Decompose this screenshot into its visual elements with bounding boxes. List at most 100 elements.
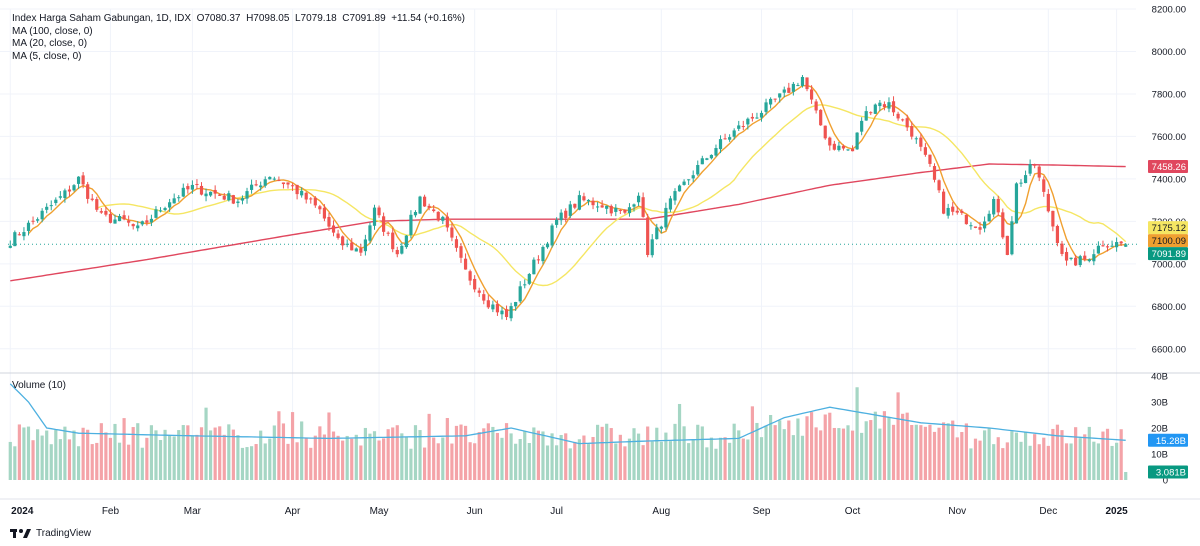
volume-bar: [668, 441, 673, 480]
volume-bar: [504, 423, 509, 480]
volume-bar: [741, 438, 745, 480]
ma20-price-tag: 7175.12: [1152, 223, 1186, 234]
candle-body: [896, 113, 900, 119]
candle-body: [177, 197, 181, 199]
volume-bar: [586, 444, 591, 480]
volume-bar: [391, 427, 395, 480]
candle-body: [81, 175, 85, 185]
candle-body: [445, 216, 449, 228]
volume-bar: [486, 423, 490, 480]
volume-bar: [609, 428, 613, 480]
legend-ma5[interactable]: MA (5, close, 0): [12, 50, 82, 62]
volume-bar: [923, 426, 927, 480]
volume-bar: [327, 412, 331, 480]
candle-body: [76, 176, 81, 184]
volume-bar: [632, 428, 636, 480]
volume-bar: [718, 437, 723, 480]
tradingview-brand[interactable]: TradingView: [10, 527, 91, 539]
candle-body: [149, 218, 154, 223]
volume-bar: [882, 411, 887, 480]
candle-body: [755, 117, 759, 119]
volume-bar: [514, 443, 518, 480]
legend-volume[interactable]: Volume (10): [12, 380, 66, 391]
candle-body: [86, 184, 90, 199]
candle-body: [809, 89, 814, 100]
volume-bar: [828, 412, 832, 480]
candle-body: [969, 225, 973, 227]
candle-body: [372, 207, 377, 226]
volume-bar: [181, 425, 185, 480]
candle-body: [750, 116, 754, 119]
candle-body: [696, 164, 700, 175]
volume-bar: [782, 429, 786, 480]
volume-bar: [54, 429, 58, 480]
candle-body: [873, 104, 877, 114]
candle-body: [514, 301, 518, 307]
volume-bar: [823, 414, 827, 480]
candle-body: [605, 205, 609, 209]
volume-bar: [682, 426, 686, 480]
candle-body: [778, 93, 782, 98]
volume-bar: [809, 412, 814, 480]
candle-body: [796, 85, 800, 87]
volume-bar: [209, 430, 213, 480]
volume-bar: [158, 439, 163, 480]
candle-body: [982, 221, 987, 229]
volume-bar: [491, 426, 495, 480]
volume-bar: [127, 444, 131, 480]
candle-body: [8, 245, 12, 248]
volume-bar: [1064, 443, 1069, 480]
candle-body: [923, 147, 927, 155]
candle-body: [482, 294, 486, 301]
candle-body: [368, 225, 372, 241]
candle-body: [550, 225, 554, 246]
candle-body: [154, 209, 158, 218]
candle-body: [878, 102, 882, 107]
volume-bar: [832, 427, 836, 480]
volume-bar: [195, 434, 199, 480]
time-tick-label: Jun: [467, 506, 483, 517]
candle-body: [641, 197, 645, 217]
legend-ma20[interactable]: MA (20, close, 0): [12, 38, 88, 49]
volume-bar: [309, 447, 313, 480]
volume-bar: [145, 437, 149, 480]
ma20-line: [96, 104, 1127, 287]
candle-body: [204, 193, 208, 197]
time-tick-label: Nov: [948, 506, 966, 517]
candle-body: [600, 205, 604, 208]
price-tick-label: 7400.00: [1152, 174, 1186, 185]
volume-bar: [518, 439, 522, 480]
candle-body: [677, 185, 682, 192]
ma100-price-tag: 7458.26: [1152, 162, 1186, 173]
volume-bar: [395, 425, 399, 480]
volume-bar: [254, 444, 258, 480]
volume-bar: [1096, 443, 1100, 480]
candle-body: [195, 183, 199, 185]
volume-bar: [655, 427, 659, 480]
volume-ma-line: [9, 383, 1126, 445]
volume-bar: [213, 427, 217, 480]
candle-body: [1105, 246, 1110, 248]
volume-bar: [919, 425, 923, 480]
volume-bar: [659, 441, 663, 480]
candlestick-series: [8, 75, 1128, 322]
candle-body: [709, 154, 714, 159]
candle-body: [58, 196, 62, 198]
candle-body: [1092, 254, 1096, 262]
candle-body: [404, 235, 408, 248]
candle-body: [891, 101, 896, 113]
volume-bar: [982, 430, 987, 480]
candle-body: [504, 309, 509, 318]
volume-bar: [869, 420, 873, 480]
candle-body: [172, 198, 176, 204]
candle-body: [259, 185, 263, 188]
volume-bar: [759, 437, 764, 480]
candle-body: [992, 199, 996, 215]
candle-body: [910, 126, 914, 137]
legend-ma100[interactable]: MA (100, close, 0): [12, 25, 93, 37]
candle-body: [787, 87, 791, 93]
candle-body: [263, 179, 267, 186]
volume-bar: [532, 427, 536, 480]
candle-body: [819, 109, 823, 126]
